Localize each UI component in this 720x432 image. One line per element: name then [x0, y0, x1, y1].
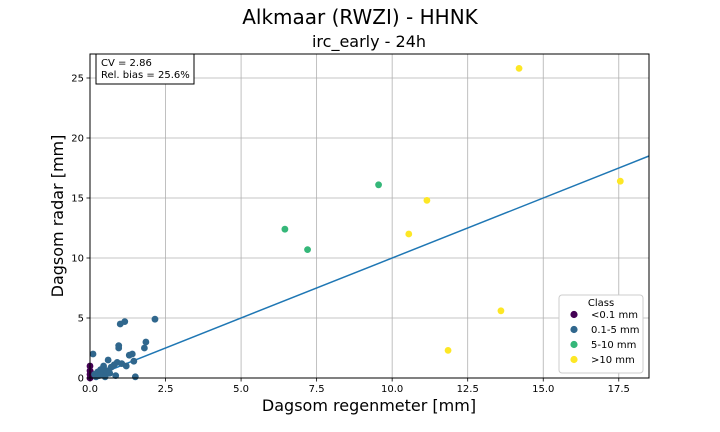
series-2: [281, 181, 382, 254]
plot-area: 0.0 2.5 5.0 7.5 10.0 12.5 15.0 17.5 0 5 10 15 20 25: [71, 53, 650, 396]
data-point: [104, 356, 112, 364]
chart-subtitle: irc_early - 24h: [312, 32, 426, 52]
data-point: [281, 225, 289, 233]
data-point: [142, 338, 150, 346]
fit-line-layer: [89, 155, 650, 379]
data-point: [497, 307, 505, 315]
data-point: [115, 342, 123, 349]
y-axis-label: Dagsom radar [mm]: [48, 135, 67, 298]
legend-title: Class: [588, 298, 614, 309]
series-1: [89, 315, 159, 381]
y-tick-label: 0: [78, 374, 84, 385]
legend-marker: [570, 325, 578, 334]
data-point: [131, 373, 139, 381]
x-axis-label: Dagsom regenmeter [mm]: [262, 396, 476, 415]
stats-box-frame: [95, 53, 195, 85]
legend-marker: [570, 340, 578, 349]
x-tick-label: 5.0: [233, 384, 249, 395]
data-point: [106, 369, 114, 377]
x-tick-label: 12.5: [457, 384, 479, 395]
data-point: [140, 344, 148, 352]
data-point: [405, 230, 413, 238]
data-point: [616, 177, 624, 185]
legend-label: <0.1 mm: [591, 310, 638, 321]
data-point: [151, 315, 159, 323]
data-point: [375, 181, 382, 189]
data-point: [304, 246, 311, 254]
data-point: [89, 350, 97, 358]
legend-marker: [570, 310, 578, 319]
data-point: [423, 197, 431, 204]
fit-line: [89, 155, 650, 379]
chart-title: Alkmaar (RWZI) - HHNK: [242, 5, 478, 29]
data-point: [122, 362, 130, 370]
y-tick-label: 20: [71, 134, 84, 145]
stats-cv: CV = 2.86: [101, 58, 152, 69]
data-point: [112, 372, 120, 379]
legend: Class <0.1 mm 0.1-5 mm 5-10 mm >10 mm: [558, 294, 644, 374]
x-tick-label: 15.0: [532, 384, 554, 395]
data-point: [515, 65, 523, 72]
data-point: [130, 357, 138, 365]
legend-frame: [558, 294, 644, 374]
x-tick-label: 7.5: [309, 384, 325, 395]
plot-background: [90, 54, 649, 378]
y-tick-label: 15: [71, 194, 84, 205]
y-tick-label: 25: [71, 74, 84, 85]
data-point: [121, 318, 129, 325]
data-point: [128, 350, 136, 358]
series-3: [405, 65, 624, 354]
stats-bias: Rel. bias = 25.6%: [101, 70, 190, 81]
legend-items: <0.1 mm 0.1-5 mm 5-10 mm >10 mm: [570, 310, 640, 366]
legend-marker: [570, 355, 578, 364]
ticks-layer: 0.0 2.5 5.0 7.5 10.0 12.5 15.0 17.5 0 5 10 15 20 25: [71, 74, 630, 396]
x-tick-label: 17.5: [608, 384, 630, 395]
y-tick-label: 5: [78, 314, 84, 325]
legend-label: 5-10 mm: [591, 340, 636, 351]
x-tick-label: 10.0: [381, 384, 403, 395]
data-point: [444, 347, 452, 354]
plot-frame: [89, 53, 650, 379]
legend-label: >10 mm: [591, 355, 635, 366]
legend-label: 0.1-5 mm: [591, 325, 640, 336]
stats-box: CV = 2.86 Rel. bias = 25.6%: [95, 53, 195, 85]
x-tick-label: 0.0: [82, 384, 98, 395]
y-tick-label: 10: [71, 254, 84, 265]
x-tick-label: 2.5: [158, 384, 174, 395]
